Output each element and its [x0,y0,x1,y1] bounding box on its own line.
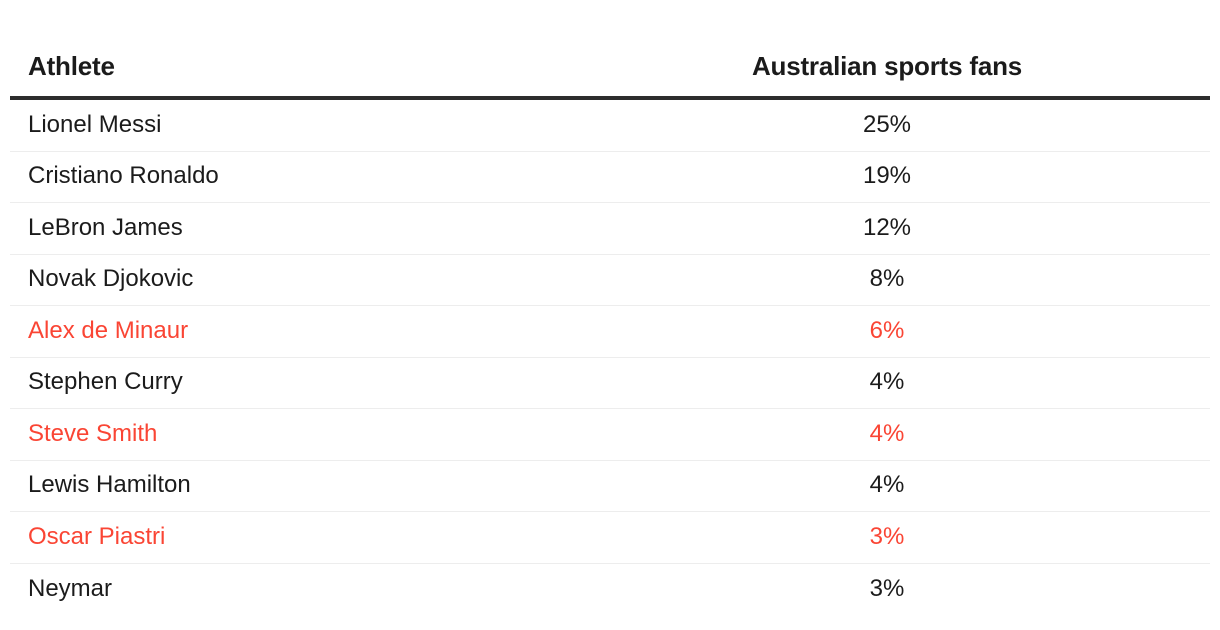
table-row: Oscar Piastri 3% [10,512,1210,564]
table-header-row: Athlete Australian sports fans [10,0,1210,100]
fan-percentage: 19% [862,162,912,190]
athlete-name: Steve Smith [28,419,158,447]
fan-percentage: 8% [869,265,905,293]
fan-percentage: 4% [869,471,905,499]
table-row: Novak Djokovic 8% [10,255,1210,306]
fan-percentage: 3% [869,522,905,550]
athlete-name: Alex de Minaur [28,316,189,344]
fan-percentage: 3% [869,574,905,602]
table-row: Stephen Curry 4% [10,358,1210,409]
table-row: Lionel Messi 25% [10,100,1210,152]
athlete-name: Novak Djokovic [28,265,194,293]
column-header-australian-sports-fans: Australian sports fans [751,51,1023,82]
table-row: LeBron James 12% [10,203,1210,255]
athlete-name: Lewis Hamilton [28,471,191,499]
fan-percentage: 12% [862,213,912,241]
table-row: Lewis Hamilton 4% [10,461,1210,512]
athlete-name: Cristiano Ronaldo [28,162,219,190]
table-row: Neymar 3% [10,564,1210,616]
fan-percentage: 4% [869,419,905,447]
table-row: Cristiano Ronaldo 19% [10,152,1210,203]
athlete-name: Oscar Piastri [28,522,166,550]
athlete-name: Stephen Curry [28,368,183,396]
athlete-name: Neymar [28,574,113,602]
athlete-popularity-table: Athlete Australian sports fans Lionel Me… [10,0,1210,615]
fan-percentage: 4% [869,368,905,396]
athlete-name: LeBron James [28,213,183,241]
table-row: Alex de Minaur 6% [10,306,1210,358]
fan-percentage: 6% [869,316,905,344]
table-row: Steve Smith 4% [10,409,1210,461]
athlete-name: Lionel Messi [28,110,162,138]
fan-percentage: 25% [862,110,912,138]
column-header-athlete: Athlete [28,51,115,82]
